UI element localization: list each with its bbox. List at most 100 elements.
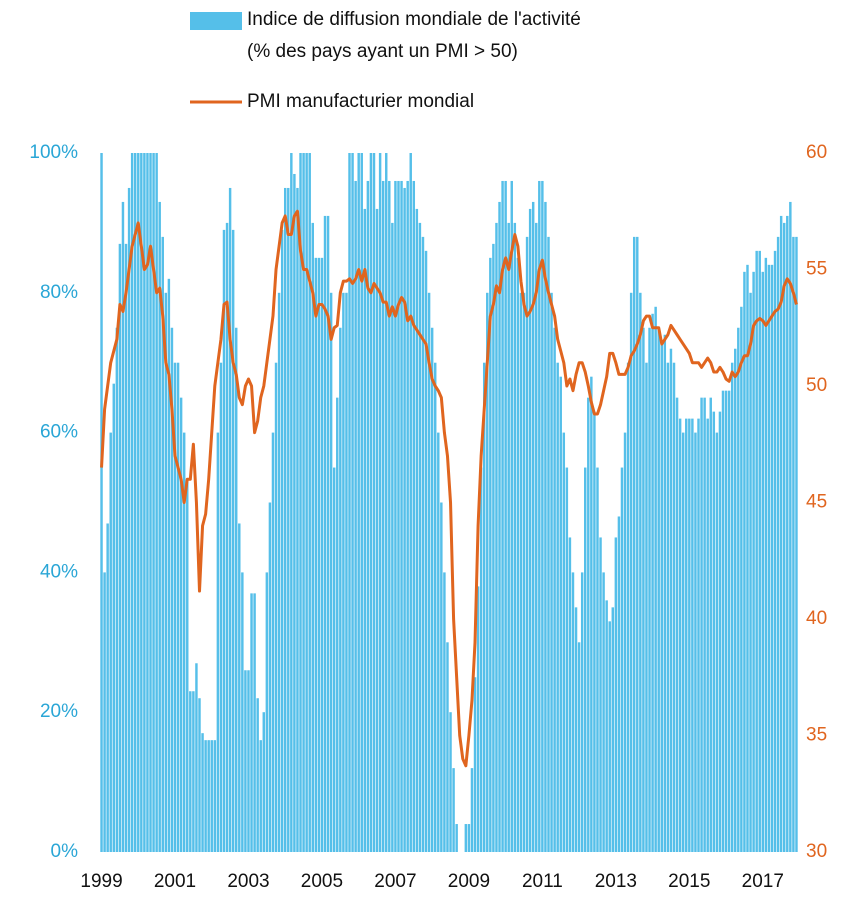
bar: [244, 670, 247, 852]
bar: [430, 327, 434, 852]
bar: [222, 229, 226, 852]
bar: [678, 418, 682, 852]
bar: [565, 467, 569, 852]
bar: [103, 572, 106, 852]
bar: [636, 236, 639, 852]
bar: [712, 411, 716, 852]
y2-tick-label: 50: [806, 375, 827, 396]
bar: [363, 208, 367, 853]
bar: [715, 432, 719, 852]
bar: [706, 418, 709, 852]
bar: [660, 341, 663, 852]
bar: [146, 153, 149, 852]
bar: [192, 691, 195, 852]
bar: [476, 586, 480, 852]
bar: [250, 593, 253, 852]
bar: [241, 572, 244, 852]
bar: [179, 397, 183, 852]
bar: [519, 292, 523, 852]
bar: [473, 677, 477, 852]
bar: [100, 153, 103, 852]
bar: [568, 537, 572, 852]
bar: [694, 432, 697, 852]
bar: [691, 418, 694, 852]
bar: [795, 236, 798, 852]
x-tick-label: 1999: [80, 871, 122, 892]
bar: [770, 264, 774, 853]
bar: [786, 215, 789, 852]
bar: [510, 180, 513, 852]
bar: [550, 292, 553, 852]
bar: [580, 572, 584, 852]
bar: [464, 824, 468, 852]
bar: [424, 250, 428, 853]
bar: [283, 187, 287, 852]
bar: [513, 222, 517, 852]
bar: [764, 257, 768, 853]
bar: [495, 222, 498, 852]
bar: [320, 257, 324, 853]
bar: [556, 362, 559, 852]
bar: [779, 215, 783, 852]
bar: [170, 327, 174, 852]
bar: [210, 740, 213, 852]
y-tick-label: 60%: [40, 422, 78, 443]
bar: [617, 516, 621, 852]
bar: [492, 243, 495, 852]
bar: [409, 153, 412, 852]
bar: [167, 278, 171, 852]
bar: [703, 397, 706, 852]
bar: [792, 236, 795, 852]
bar: [121, 201, 125, 852]
bar: [737, 327, 740, 852]
bar: [440, 502, 443, 852]
bar: [761, 271, 765, 853]
bar: [262, 712, 266, 852]
bar: [143, 153, 146, 852]
bar: [697, 418, 700, 852]
bar: [259, 740, 262, 852]
bar: [596, 467, 599, 852]
bar: [302, 153, 305, 852]
bar: [106, 523, 109, 852]
bar: [486, 292, 489, 852]
bar: [317, 257, 321, 853]
bar: [140, 153, 143, 852]
bar: [326, 215, 330, 852]
y2-tick-label: 30: [806, 841, 827, 862]
bar: [553, 327, 556, 852]
bar: [372, 153, 376, 852]
legend-label: PMI manufacturier mondial: [247, 91, 475, 112]
bar: [672, 362, 676, 852]
bar: [427, 292, 431, 852]
bar: [577, 642, 581, 852]
bar: [639, 292, 642, 852]
bar: [198, 698, 201, 852]
bar: [516, 257, 520, 853]
bar: [375, 208, 379, 853]
bar: [749, 292, 752, 852]
bar: [207, 740, 210, 852]
bar: [235, 327, 238, 852]
bar: [525, 236, 529, 852]
bar: [645, 362, 648, 852]
bar: [124, 243, 128, 852]
bar: [381, 180, 385, 852]
bar: [504, 180, 507, 852]
bar: [593, 411, 596, 852]
bar: [228, 187, 232, 852]
bar: [657, 327, 660, 852]
bar: [681, 432, 685, 852]
bar: [599, 537, 602, 852]
bar: [348, 153, 351, 852]
bar: [293, 173, 296, 853]
y2-tick-label: 35: [806, 725, 827, 746]
bar: [231, 229, 235, 852]
bar: [479, 467, 483, 852]
bar: [290, 153, 293, 852]
bar: [767, 264, 771, 853]
bar: [152, 153, 155, 852]
bar: [406, 180, 409, 852]
bar: [700, 397, 703, 852]
bar: [446, 642, 449, 852]
